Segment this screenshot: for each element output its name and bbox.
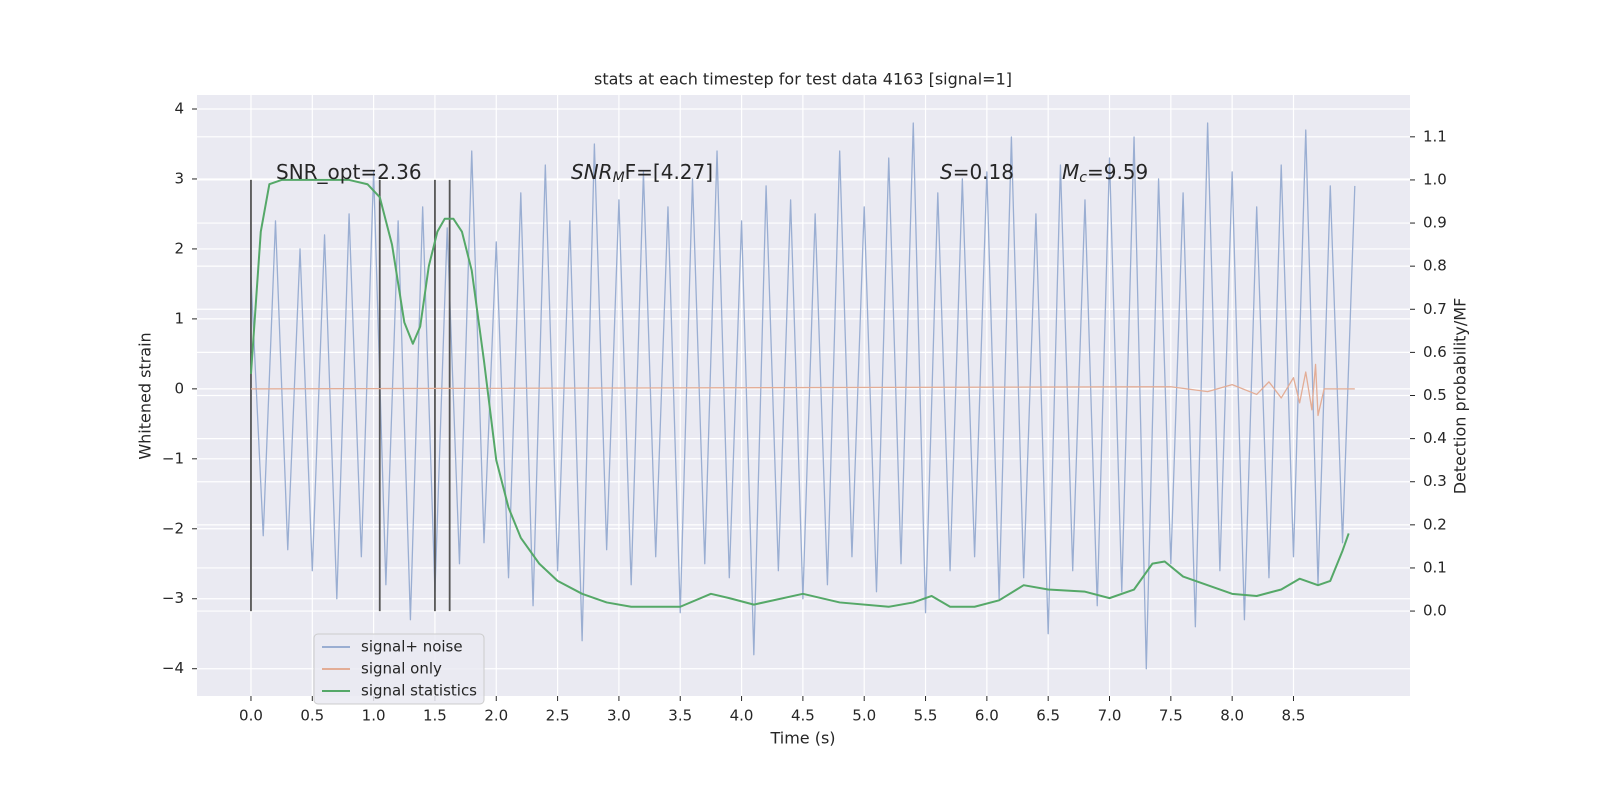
y2-tick-label: 0.0 bbox=[1423, 602, 1447, 620]
x-tick-label: 1.5 bbox=[423, 707, 447, 725]
y2-axis-label: Detection probability/MF bbox=[1451, 298, 1470, 495]
y-tick-label: 0 bbox=[174, 379, 184, 397]
y-tick-label: 2 bbox=[174, 239, 184, 257]
annotation-text: SNR_opt=2.36 bbox=[276, 160, 422, 184]
overlay: SNR_opt=2.36 SNRMF=[4.27] S=0.18 Mc=9.59sig… bbox=[276, 160, 1148, 705]
y-tick-label: −2 bbox=[162, 519, 184, 537]
chart-title: stats at each timestep for test data 416… bbox=[594, 70, 1012, 89]
annotation-italic: S bbox=[940, 160, 953, 184]
series-line bbox=[249, 178, 1350, 608]
y2-tick-label: 0.8 bbox=[1423, 257, 1447, 275]
y2-tick-label: 0.4 bbox=[1423, 429, 1447, 447]
y2-tick-label: 1.1 bbox=[1423, 127, 1447, 145]
x-tick-label: 2.0 bbox=[484, 707, 508, 725]
annotation-text: =0.18 bbox=[953, 160, 1014, 184]
y-tick-label: 1 bbox=[174, 309, 184, 327]
x-axis-label: Time (s) bbox=[769, 729, 835, 748]
x-tick-label: 4.0 bbox=[730, 707, 754, 725]
x-tick-label: 6.0 bbox=[975, 707, 999, 725]
legend-label: signal only bbox=[361, 660, 442, 678]
plot-area bbox=[249, 122, 1356, 670]
y2-tick-label: 0.7 bbox=[1423, 300, 1447, 318]
x-tick-label: 8.0 bbox=[1220, 707, 1244, 725]
legend-box bbox=[313, 633, 485, 705]
y2-tick-label: 0.5 bbox=[1423, 386, 1447, 404]
x-tick-label: 8.5 bbox=[1282, 707, 1306, 725]
y-tick-label: 4 bbox=[174, 99, 184, 117]
annotation-text: =9.59 bbox=[1087, 160, 1148, 184]
y-tick-label: −3 bbox=[162, 589, 184, 607]
annotation-text: F=[4.27] bbox=[625, 160, 713, 184]
x-tick-label: 0.5 bbox=[300, 707, 324, 725]
y2-tick-label: 0.6 bbox=[1423, 343, 1447, 361]
annotation: SNR_opt=2.36 bbox=[276, 160, 422, 184]
annotation-italic: M bbox=[1062, 160, 1079, 184]
y-axis-label: Whitened strain bbox=[136, 332, 155, 459]
y2-tick-label: 1.0 bbox=[1423, 170, 1447, 188]
x-tick-label: 7.5 bbox=[1159, 707, 1183, 725]
x-tick-label: 3.0 bbox=[607, 707, 631, 725]
legend-label: signal statistics bbox=[361, 682, 477, 700]
grid: 0.0 0.5 1.0 1.5 2.0 2.5 3.0 3.5 4.0 4.5 5.0 5.5 6.0 6… bbox=[162, 95, 1447, 725]
x-tick-label: 2.5 bbox=[546, 707, 570, 725]
annotation: SNRMF=[4.27] bbox=[571, 160, 713, 187]
y2-tick-label: 0.1 bbox=[1423, 558, 1447, 576]
x-tick-label: 4.5 bbox=[791, 707, 815, 725]
y-tick-label: 3 bbox=[174, 169, 184, 187]
y2-tick-label: 0.2 bbox=[1423, 515, 1447, 533]
annotation-subscript: M bbox=[613, 170, 625, 186]
series-line bbox=[250, 363, 1355, 417]
x-tick-label: 5.5 bbox=[914, 707, 938, 725]
x-tick-label: 6.5 bbox=[1036, 707, 1060, 725]
x-tick-label: 7.0 bbox=[1098, 707, 1122, 725]
x-tick-label: 5.0 bbox=[852, 707, 876, 725]
x-tick-label: 3.5 bbox=[668, 707, 692, 725]
legend-label: signal+ noise bbox=[361, 638, 463, 656]
y-tick-label: −1 bbox=[162, 449, 184, 467]
annotation-subscript: c bbox=[1079, 170, 1087, 186]
x-tick-label: 0.0 bbox=[239, 707, 263, 725]
y-tick-label: −4 bbox=[162, 659, 184, 677]
y2-tick-label: 0.9 bbox=[1423, 214, 1447, 232]
y2-tick-label: 0.3 bbox=[1423, 472, 1447, 490]
annotation: Mc=9.59 bbox=[1062, 160, 1148, 187]
annotation-italic: SNR bbox=[571, 160, 613, 184]
annotation: S=0.18 bbox=[940, 160, 1014, 184]
x-tick-label: 1.0 bbox=[362, 707, 386, 725]
